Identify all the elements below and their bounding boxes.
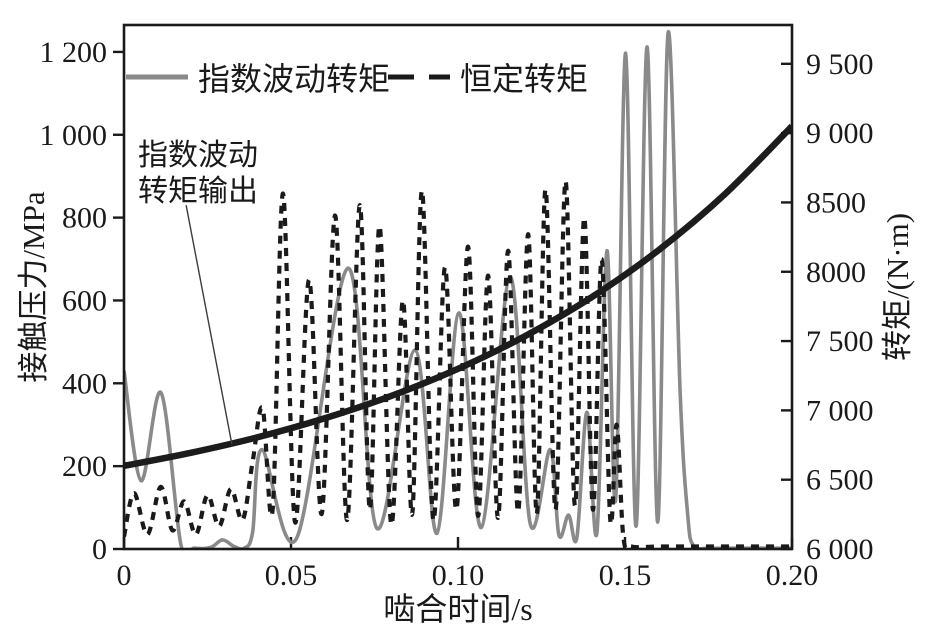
annotation-line1: 指数波动: [138, 139, 258, 172]
series-group: [124, 30, 792, 550]
x-tick-label: 0.15: [599, 559, 652, 592]
series-line-1: [124, 179, 792, 550]
right-tick-label: 7 000: [806, 394, 874, 427]
right-tick-label: 9 500: [806, 48, 874, 81]
series-line-2: [124, 123, 792, 470]
legend-label-constant: 恒定转矩: [460, 61, 588, 97]
plot-frame: [122, 23, 794, 551]
left-tick-label: 1 200: [40, 36, 108, 69]
x-tick-label: 0: [117, 559, 132, 592]
x-tick-label: 0.20: [766, 559, 819, 592]
right-tick-label: 6 000: [806, 533, 874, 566]
left-tick-label: 200: [62, 450, 107, 483]
legend-label-fluctuating: 指数波动转矩: [198, 61, 390, 97]
series-line-0: [124, 30, 792, 550]
left-tick-label: 600: [62, 284, 107, 317]
left-tick-label: 1 000: [40, 119, 108, 152]
right-tick-label: 9 000: [806, 117, 874, 150]
right-tick-label: 7 500: [806, 325, 874, 358]
right-tick-label: 8500: [806, 186, 866, 219]
annotation-line2: 转矩输出: [138, 175, 258, 208]
x-axis-title: 啮合时间/s: [383, 591, 532, 627]
left-axis-title: 接触压力/MPa: [16, 191, 51, 382]
annotation-leader-line: [185, 205, 233, 445]
right-axis-title: 转矩/(N·m): [880, 213, 915, 361]
right-tick-label: 6 500: [806, 464, 874, 497]
left-tick-label: 0: [92, 533, 107, 566]
left-tick-label: 800: [62, 202, 107, 235]
left-tick-label: 400: [62, 367, 107, 400]
x-tick-label: 0.05: [265, 559, 318, 592]
right-tick-label: 8000: [806, 256, 866, 289]
x-tick-label: 0.10: [432, 559, 485, 592]
